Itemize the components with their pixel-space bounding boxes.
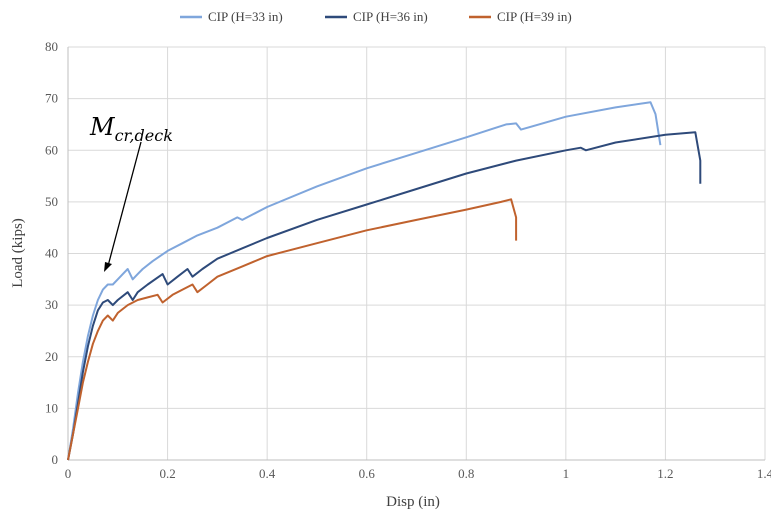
y-tick-label: 20 — [45, 349, 58, 364]
annotation-main: M — [89, 113, 116, 141]
axes: 0 10 20 30 40 50 60 70 80 0 0.2 0.4 0.6 0.8 1 1.2 1.4 — [45, 39, 771, 481]
series-line-1 — [67, 101, 662, 461]
grid — [68, 46, 766, 460]
y-axis-label: Load (kips) — [10, 218, 26, 288]
y-tick-label: 10 — [45, 400, 58, 415]
x-tick-label: 0 — [65, 466, 72, 481]
annotation-label: Mcr,deck — [89, 113, 173, 145]
legend-label-2: CIP (H=36 in) — [353, 9, 428, 24]
series-line-3 — [67, 198, 518, 461]
x-tick-label: 0.4 — [259, 466, 276, 481]
y-tick-label: 80 — [45, 39, 58, 54]
annotation-arrow-head — [104, 262, 112, 272]
y-tick-label: 50 — [45, 194, 58, 209]
x-tick-label: 1 — [563, 466, 570, 481]
series-line-2 — [67, 131, 702, 461]
y-tick-label: 30 — [45, 297, 58, 312]
y-tick-label: 0 — [52, 452, 59, 467]
y-tick-label: 40 — [45, 246, 58, 261]
legend: CIP (H=33 in) CIP (H=36 in) CIP (H=39 in) — [180, 9, 572, 24]
x-tick-label: 0.2 — [159, 466, 175, 481]
x-tick-label: 0.8 — [458, 466, 474, 481]
annotation-subscript: cr,deck — [115, 126, 173, 145]
x-tick-label: 1.4 — [757, 466, 771, 481]
y-tick-label: 70 — [45, 91, 58, 106]
series-group — [67, 101, 702, 461]
y-tick-label: 60 — [45, 142, 58, 157]
annotation-arrow-line — [107, 141, 142, 267]
annotation: Mcr,deck — [89, 113, 173, 272]
legend-label-3: CIP (H=39 in) — [497, 9, 572, 24]
x-tick-label: 0.6 — [359, 466, 376, 481]
x-tick-label: 1.2 — [657, 466, 673, 481]
x-axis-label: Disp (in) — [386, 494, 440, 510]
legend-label-1: CIP (H=33 in) — [208, 9, 283, 24]
